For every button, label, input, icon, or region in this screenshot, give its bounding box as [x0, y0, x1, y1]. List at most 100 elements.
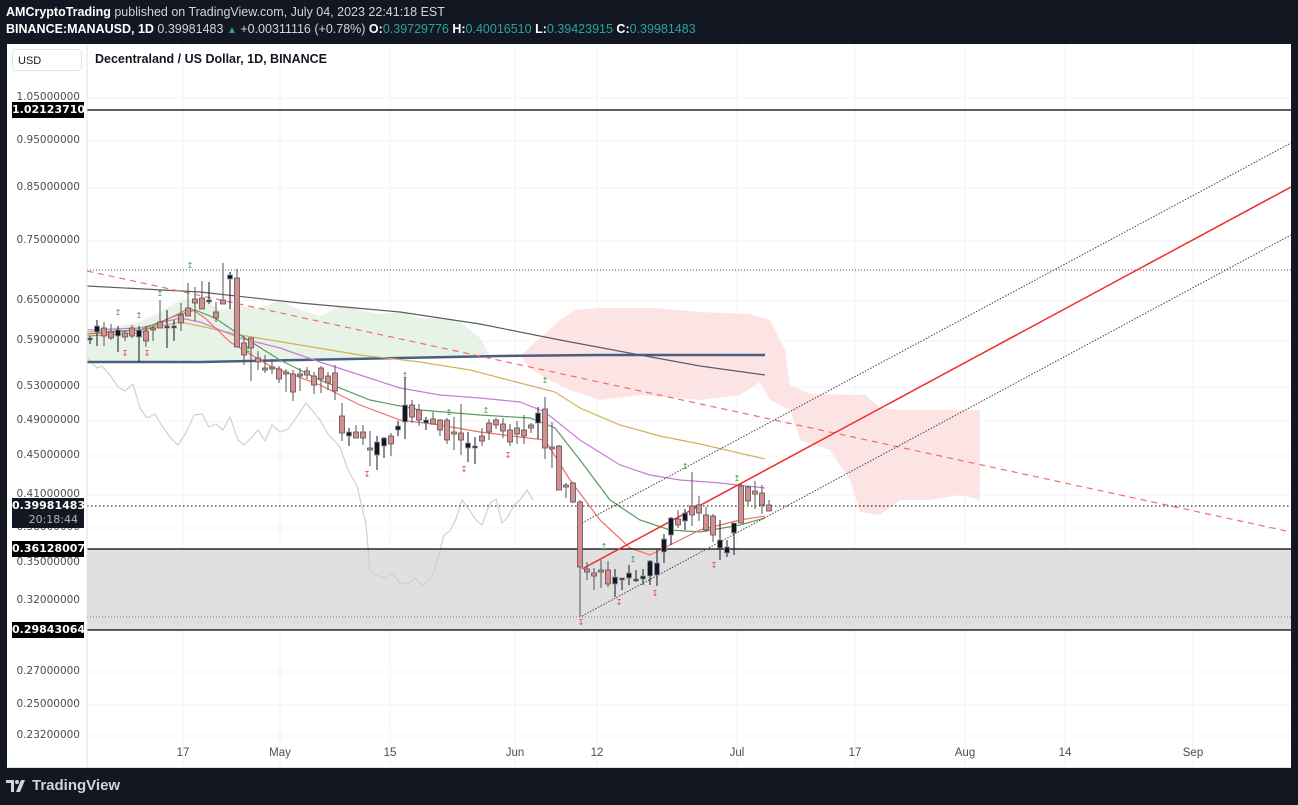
candle[interactable] — [577, 501, 583, 568]
candle[interactable] — [115, 329, 121, 337]
candle[interactable] — [430, 418, 436, 425]
currency-selector[interactable]: USD — [12, 49, 82, 71]
candle[interactable] — [682, 512, 688, 522]
candle[interactable] — [241, 342, 247, 356]
candle[interactable] — [500, 423, 506, 432]
candle[interactable] — [724, 546, 730, 554]
candle[interactable] — [87, 337, 93, 341]
candle[interactable] — [514, 427, 520, 435]
candle[interactable] — [465, 442, 471, 449]
candle[interactable] — [220, 299, 226, 305]
candle[interactable] — [493, 419, 499, 426]
candle[interactable] — [297, 373, 303, 377]
channel-upper-line[interactable] — [581, 142, 1291, 524]
candle[interactable] — [458, 432, 464, 441]
candle[interactable] — [633, 578, 639, 582]
candle[interactable] — [227, 274, 233, 280]
candle[interactable] — [745, 486, 751, 502]
candle[interactable] — [444, 419, 450, 441]
candle[interactable] — [178, 314, 184, 324]
candle[interactable] — [171, 325, 177, 329]
candle[interactable] — [276, 368, 282, 380]
candle[interactable] — [584, 568, 590, 573]
candle[interactable] — [206, 299, 212, 303]
channel-lower-line[interactable] — [581, 234, 1291, 617]
candle[interactable] — [185, 307, 191, 317]
candle[interactable] — [94, 325, 100, 333]
candle[interactable] — [675, 518, 681, 526]
candle[interactable] — [556, 445, 562, 491]
candle[interactable] — [269, 366, 275, 370]
candle[interactable] — [283, 371, 289, 375]
candle[interactable] — [696, 504, 702, 514]
candle[interactable] — [136, 329, 142, 338]
candle[interactable] — [717, 539, 723, 549]
candle[interactable] — [486, 422, 492, 433]
candle[interactable] — [472, 445, 478, 449]
candle[interactable] — [290, 373, 296, 393]
candle[interactable] — [374, 441, 380, 456]
candle[interactable] — [738, 485, 744, 524]
candle[interactable] — [766, 504, 772, 512]
candle[interactable] — [528, 424, 534, 429]
chart-pane[interactable] — [7, 44, 1291, 768]
candle[interactable] — [752, 490, 758, 495]
candle[interactable] — [395, 425, 401, 431]
candle[interactable] — [311, 375, 317, 386]
candle[interactable] — [101, 327, 107, 337]
candle[interactable] — [437, 419, 443, 431]
candle[interactable] — [703, 514, 709, 531]
candle[interactable] — [129, 327, 135, 337]
candle[interactable] — [360, 431, 366, 439]
candle[interactable] — [612, 576, 618, 585]
candle[interactable] — [332, 372, 338, 392]
candle[interactable] — [388, 435, 394, 445]
candle[interactable] — [626, 572, 632, 579]
candle[interactable] — [619, 577, 625, 581]
candle[interactable] — [262, 367, 268, 371]
candle[interactable] — [689, 505, 695, 516]
candle[interactable] — [605, 569, 611, 585]
candle[interactable] — [402, 404, 408, 423]
candle[interactable] — [507, 429, 513, 443]
candle[interactable] — [346, 431, 352, 437]
candle[interactable] — [353, 431, 359, 439]
candle[interactable] — [647, 560, 653, 577]
candle[interactable] — [542, 408, 548, 449]
candle[interactable] — [381, 437, 387, 447]
candle[interactable] — [122, 332, 128, 338]
candle[interactable] — [157, 321, 163, 329]
candle[interactable] — [549, 446, 555, 450]
candle[interactable] — [164, 325, 170, 329]
candle[interactable] — [199, 297, 205, 310]
author-name[interactable]: AMCryptoTrading — [6, 5, 111, 19]
candle[interactable] — [192, 298, 198, 304]
candle[interactable] — [710, 515, 716, 536]
candle[interactable] — [661, 538, 667, 553]
candle[interactable] — [654, 562, 660, 576]
candle[interactable] — [423, 419, 429, 424]
candle[interactable] — [108, 331, 114, 339]
candle[interactable] — [535, 412, 541, 424]
candle[interactable] — [234, 277, 240, 348]
candle[interactable] — [255, 357, 261, 363]
candle[interactable] — [570, 482, 576, 503]
candle[interactable] — [451, 431, 457, 435]
candle[interactable] — [367, 447, 373, 451]
candle[interactable] — [150, 327, 156, 331]
candle[interactable] — [521, 429, 527, 437]
candle[interactable] — [248, 337, 254, 349]
candle[interactable] — [731, 522, 737, 534]
candle[interactable] — [318, 367, 324, 380]
candle[interactable] — [591, 572, 597, 577]
candle[interactable] — [213, 311, 219, 319]
candle[interactable] — [759, 492, 765, 506]
candle[interactable] — [143, 330, 149, 342]
descending-trendline[interactable] — [87, 270, 1291, 533]
candle[interactable] — [409, 404, 415, 418]
candle[interactable] — [304, 370, 310, 376]
candle[interactable] — [598, 569, 604, 573]
candle[interactable] — [563, 484, 569, 488]
candle[interactable] — [325, 375, 331, 384]
